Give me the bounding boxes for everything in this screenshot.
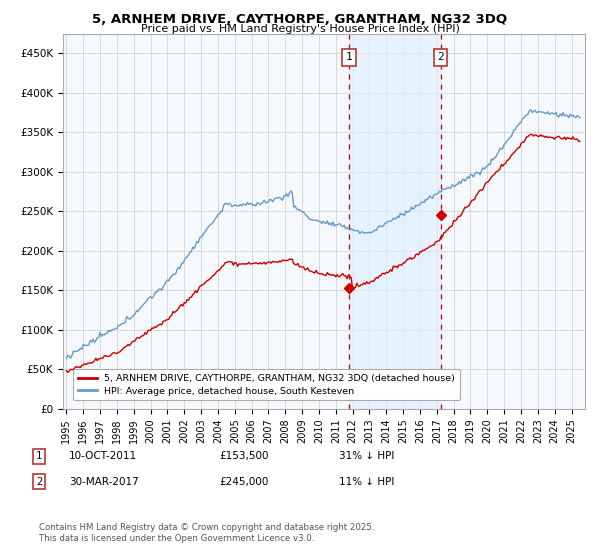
Legend: 5, ARNHEM DRIVE, CAYTHORPE, GRANTHAM, NG32 3DQ (detached house), HPI: Average pr: 5, ARNHEM DRIVE, CAYTHORPE, GRANTHAM, NG… <box>73 369 460 400</box>
Text: 5, ARNHEM DRIVE, CAYTHORPE, GRANTHAM, NG32 3DQ: 5, ARNHEM DRIVE, CAYTHORPE, GRANTHAM, NG… <box>92 13 508 26</box>
Text: 2: 2 <box>437 52 444 62</box>
Text: 1: 1 <box>346 52 352 62</box>
Text: 10-OCT-2011: 10-OCT-2011 <box>69 451 137 461</box>
Text: 11% ↓ HPI: 11% ↓ HPI <box>339 477 394 487</box>
Text: Contains HM Land Registry data © Crown copyright and database right 2025.
This d: Contains HM Land Registry data © Crown c… <box>39 524 374 543</box>
Bar <box>349 34 440 409</box>
Text: 30-MAR-2017: 30-MAR-2017 <box>69 477 139 487</box>
Text: 31% ↓ HPI: 31% ↓ HPI <box>339 451 394 461</box>
Text: 1: 1 <box>36 451 42 461</box>
Text: £245,000: £245,000 <box>219 477 268 487</box>
Text: Price paid vs. HM Land Registry's House Price Index (HPI): Price paid vs. HM Land Registry's House … <box>140 24 460 34</box>
Text: 2: 2 <box>36 477 42 487</box>
Text: £153,500: £153,500 <box>219 451 269 461</box>
